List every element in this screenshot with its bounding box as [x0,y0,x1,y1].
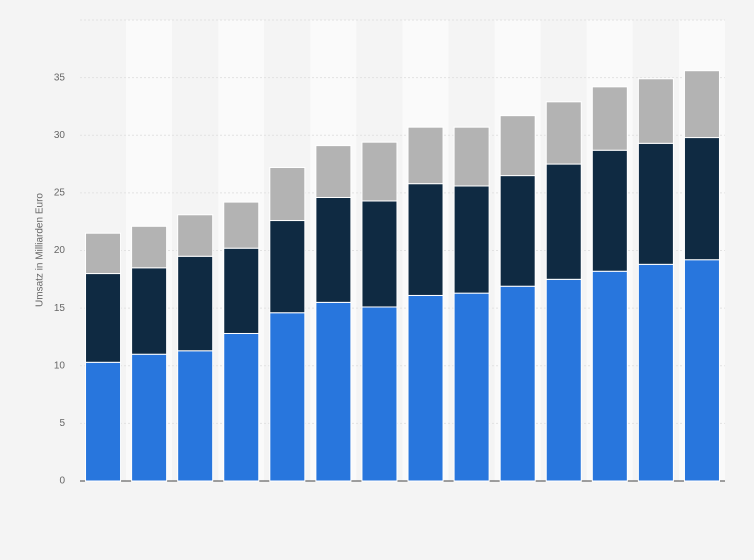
bar-segment [85,232,122,275]
y-tick-label: 20 [54,245,66,256]
bar-segment [131,353,168,482]
bar-segment [591,86,628,151]
bar-segment [269,312,306,482]
bar-segment [131,225,168,269]
bar-segment [683,70,720,139]
bar-segment [85,361,122,482]
bar-segment [85,273,122,363]
bar-segment [177,214,214,257]
bar-segment [407,294,444,482]
bar-segment [361,306,398,482]
y-tick-label: 15 [54,303,66,314]
bar-segment [315,196,352,303]
bar-segment [637,263,674,482]
bar-segment [269,220,306,314]
bar-segment [591,149,628,272]
bar-segment [315,145,352,198]
y-axis-label: Umsatz in Milliarden Euro [35,193,46,307]
bar-segment [177,255,214,352]
bar-segment [683,137,720,261]
bar-segment [315,301,352,482]
bar-segment [131,267,168,355]
y-tick-label: 10 [54,360,66,371]
bar-segment [407,183,444,296]
bar-segment [499,175,536,287]
y-tick-label: 0 [59,476,65,487]
y-tick-label: 30 [54,130,66,141]
bar-segment [223,332,260,482]
bar-segment [407,126,444,185]
bar-segment [453,126,490,187]
y-tick-label: 5 [59,418,65,429]
bar-segment [545,101,582,165]
bar-segment [453,292,490,482]
bar-segment [361,141,398,202]
bar-segment [591,270,628,482]
bar-segment [545,163,582,280]
y-tick-label: 35 [54,72,66,83]
y-tick-label: 25 [54,188,66,199]
bar-segment [545,278,582,482]
bar-segment [223,247,260,334]
bar-segment [177,350,214,482]
bar-segment [499,115,536,177]
bar-segment [683,259,720,482]
bar-segment [223,201,260,249]
bar-segment [453,185,490,294]
bar-segment [361,200,398,308]
bar-segment [637,78,674,144]
bar-segment [269,167,306,222]
bar-segment [499,285,536,482]
bar-segment [637,142,674,265]
